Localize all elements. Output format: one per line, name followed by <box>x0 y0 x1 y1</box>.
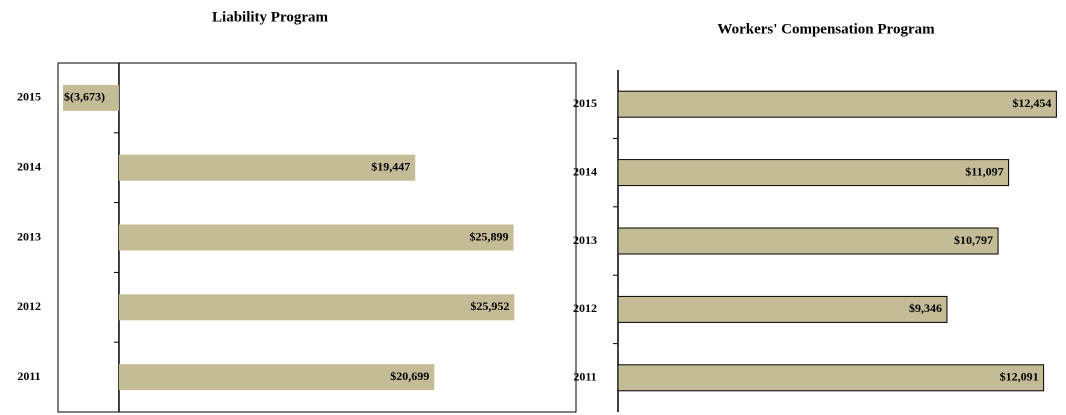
value-label: $12,091 <box>1000 370 1039 384</box>
category-label: 2011 <box>573 370 596 384</box>
category-label: 2015 <box>17 90 41 104</box>
category-label: 2013 <box>17 229 41 243</box>
value-label: $12,454 <box>1012 96 1051 110</box>
category-label: 2014 <box>17 159 41 173</box>
chart-title: Liability Program <box>212 9 328 25</box>
bar <box>617 364 1045 392</box>
category-label: 2013 <box>573 233 597 247</box>
chart-title: Workers' Compensation Program <box>717 21 935 37</box>
value-label: $20,699 <box>390 369 429 383</box>
value-label: $25,899 <box>470 229 509 243</box>
bar <box>617 90 1057 118</box>
bar <box>62 84 119 111</box>
value-label: $25,952 <box>470 299 509 313</box>
value-label: $19,447 <box>371 159 410 173</box>
value-label: $9,346 <box>909 301 942 315</box>
bar <box>118 364 435 391</box>
bar <box>118 224 514 251</box>
category-label: 2012 <box>573 301 597 315</box>
bar <box>617 295 948 323</box>
value-label: $11,097 <box>965 164 1003 178</box>
category-label: 2011 <box>17 369 40 383</box>
bar <box>118 294 515 321</box>
bar <box>617 227 999 255</box>
bar <box>617 159 1010 187</box>
category-label: 2014 <box>573 164 597 178</box>
bar <box>118 154 416 181</box>
value-label: $10,797 <box>954 233 993 247</box>
plot-frame <box>57 62 577 413</box>
value-label: $(3,673) <box>64 90 105 104</box>
category-label: 2015 <box>573 96 597 110</box>
category-label: 2012 <box>17 299 41 313</box>
